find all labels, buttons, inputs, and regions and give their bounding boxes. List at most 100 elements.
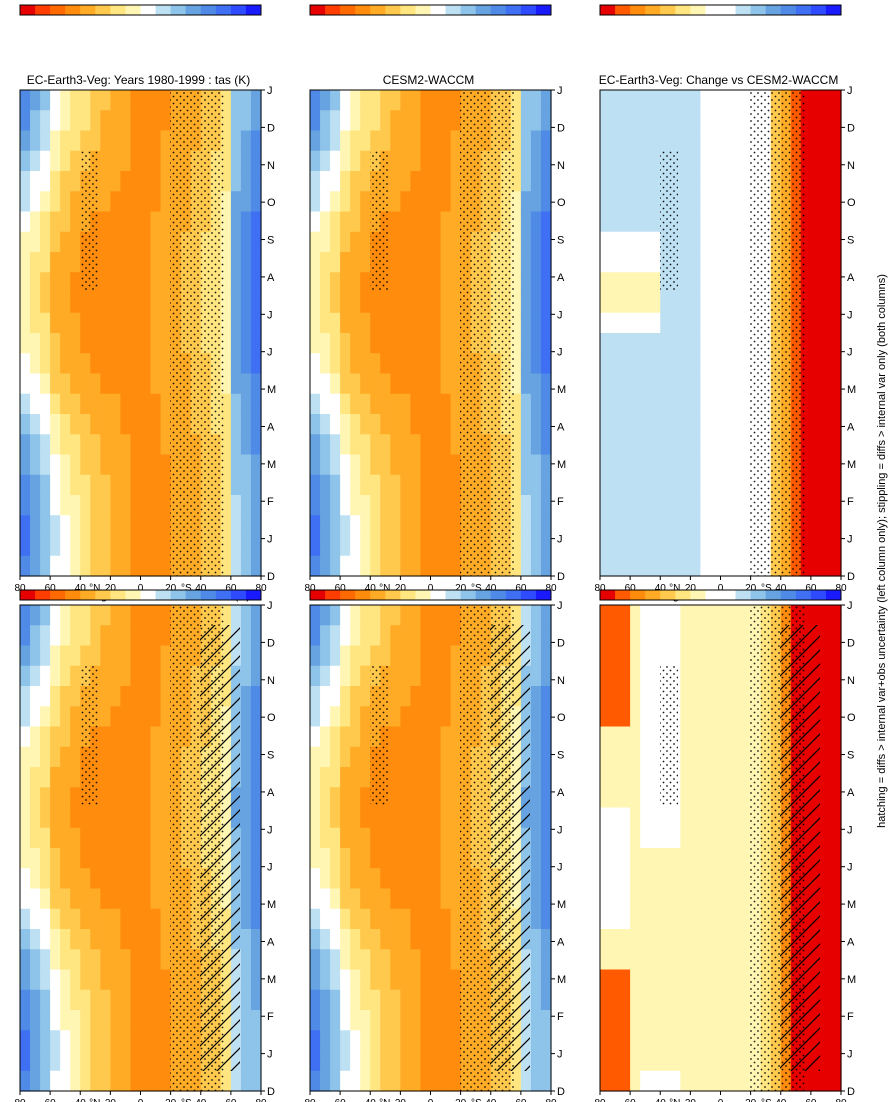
heat-cell <box>600 272 611 294</box>
heat-cell <box>140 787 152 809</box>
heat-cell <box>740 949 752 971</box>
heat-cell <box>370 414 381 435</box>
heat-cell <box>650 1070 661 1092</box>
heat-cell <box>650 171 661 192</box>
heat-cell <box>410 474 422 496</box>
colorbar-swatch <box>20 5 36 15</box>
heat-cell <box>720 625 732 647</box>
month-label: F <box>847 496 854 508</box>
heat-cell <box>720 211 732 233</box>
lat-label: 20 <box>395 583 407 594</box>
heat-cell <box>40 605 51 626</box>
heat-cell <box>420 211 432 233</box>
heat-cell <box>360 312 371 334</box>
heat-cell <box>600 665 611 687</box>
heat-cell <box>80 333 91 354</box>
heat-cell <box>820 1010 832 1031</box>
colorbar-swatch <box>750 5 767 15</box>
heat-cell <box>160 454 172 476</box>
heat-cell <box>440 130 452 152</box>
heat-cell <box>390 191 401 213</box>
heat-cell <box>370 888 381 910</box>
heat-cell <box>30 535 41 557</box>
heat-cell <box>390 787 401 809</box>
heat-cell <box>410 110 422 132</box>
heat-cell <box>640 787 651 809</box>
heat-cell <box>20 1070 31 1092</box>
heat-cell <box>20 848 31 869</box>
heat-cell <box>150 625 162 647</box>
heat-cell <box>450 211 462 233</box>
heat-cell <box>30 686 41 707</box>
heat-cell <box>250 150 262 172</box>
colorbar-swatch <box>600 590 616 600</box>
heat-cell <box>600 171 611 192</box>
heat-cell <box>650 868 661 890</box>
heat-cell <box>660 393 671 415</box>
heat-cell <box>800 292 812 314</box>
heat-cell <box>540 495 552 516</box>
heat-cell <box>240 272 252 294</box>
heat-cell <box>680 706 691 728</box>
heat-cell <box>600 949 611 971</box>
heat-cell <box>30 312 41 334</box>
heat-cell <box>350 767 361 788</box>
heat-cell <box>40 211 51 233</box>
month-label: M <box>847 384 856 396</box>
heat-cell <box>380 292 391 314</box>
heat-cell <box>640 908 651 930</box>
heat-cell <box>380 535 391 557</box>
heat-cell <box>90 434 101 456</box>
heat-cell <box>800 353 812 375</box>
heat-cell <box>60 848 71 869</box>
heat-cell <box>810 191 822 213</box>
heat-cell <box>330 272 341 294</box>
heat-cell <box>80 949 91 971</box>
heat-cell <box>50 535 61 557</box>
heat-cell <box>740 605 752 626</box>
heat-cell <box>700 252 712 273</box>
heat-cell <box>690 787 702 809</box>
heat-cell <box>380 807 391 829</box>
heat-cell <box>350 191 361 213</box>
heat-cell <box>120 908 132 930</box>
heat-cell <box>30 888 41 910</box>
heat-cell <box>140 353 152 375</box>
heat-cell <box>340 1010 351 1031</box>
heat-cell <box>520 150 532 172</box>
heat-cell <box>110 150 122 172</box>
heat-cell <box>130 625 142 647</box>
heat-cell <box>710 231 722 253</box>
heat-cell <box>830 495 842 516</box>
heat-cell <box>70 827 81 849</box>
heat-cell <box>380 888 391 910</box>
heat-cell <box>380 110 391 132</box>
heat-cell <box>240 1050 252 1072</box>
heat-cell <box>30 110 41 132</box>
heat-cell <box>370 969 381 991</box>
heat-cell <box>610 231 621 253</box>
heat-cell <box>440 706 452 728</box>
heat-cell <box>60 150 71 172</box>
heat-cell <box>350 535 361 557</box>
heat-cell <box>720 90 732 111</box>
heat-cell <box>620 949 631 971</box>
heat-cell <box>80 110 91 132</box>
heat-cell <box>220 252 232 273</box>
heat-cell <box>740 848 752 869</box>
heat-cell <box>620 353 631 375</box>
heat-cell <box>330 414 341 435</box>
heat-cell <box>420 1050 432 1072</box>
heat-cell <box>40 474 51 496</box>
heat-cell <box>60 1070 71 1092</box>
panel-title: EC-Earth3-Veg: Change vs CESM2-WACCM <box>599 73 839 87</box>
heat-cell <box>690 150 702 172</box>
heat-cell <box>330 706 341 728</box>
heat-cell <box>530 373 542 395</box>
heat-cell <box>340 292 351 314</box>
heat-cell <box>340 848 351 869</box>
heat-cell <box>670 292 681 314</box>
heat-cell <box>740 665 752 687</box>
heat-cell <box>110 312 122 334</box>
month-label: D <box>267 1086 275 1098</box>
